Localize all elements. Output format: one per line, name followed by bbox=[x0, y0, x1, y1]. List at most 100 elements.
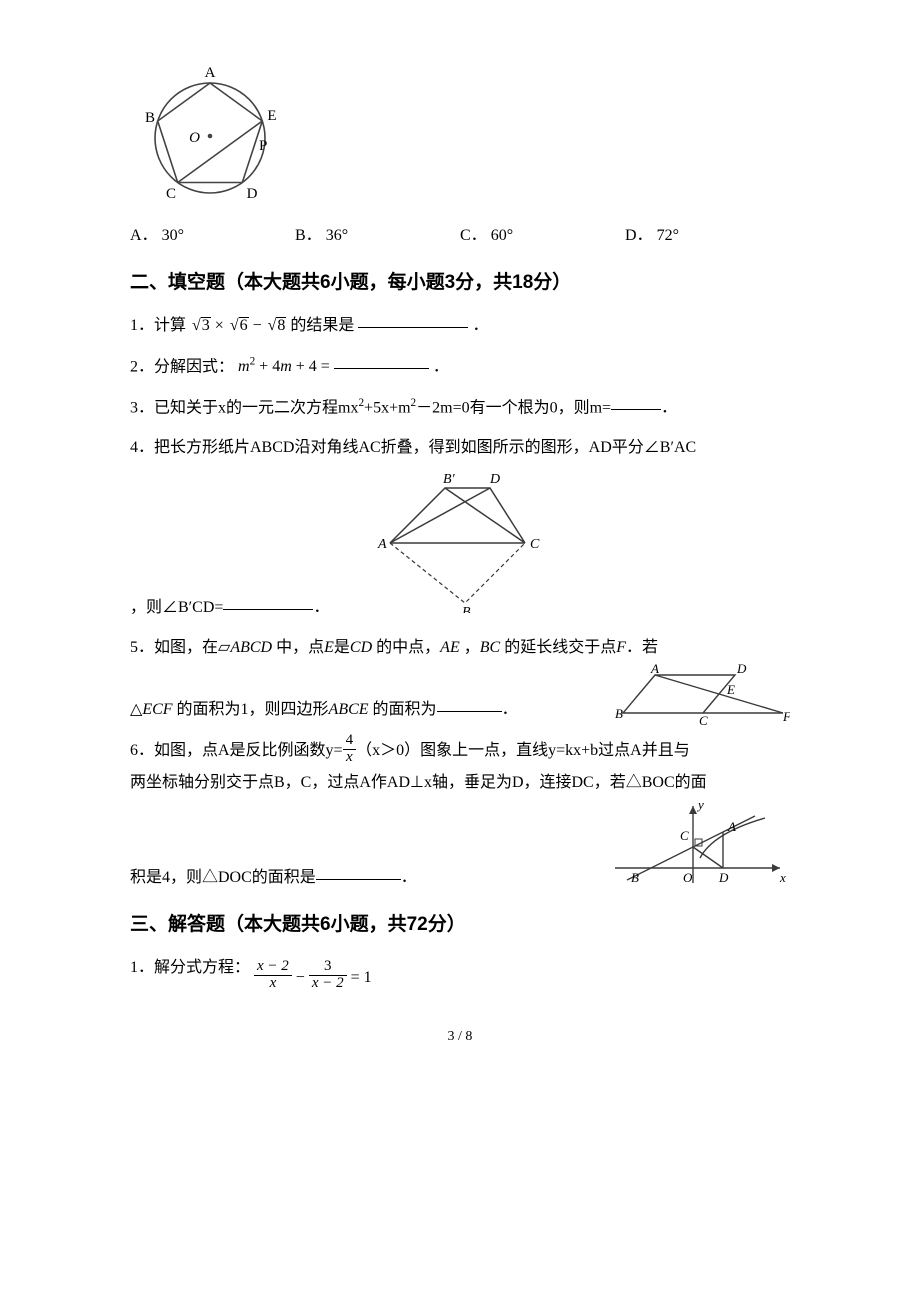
choice-c-label: C． bbox=[460, 227, 487, 244]
svg-text:C: C bbox=[166, 186, 176, 202]
fill-q5: 5．如图，在▱ABCD 中，点E是CD 的中点，AE ，BC 的延长线交于点F．… bbox=[130, 633, 790, 725]
choice-c: C． 60° bbox=[460, 221, 625, 251]
q1-prefix: 1．计算 bbox=[130, 317, 186, 334]
svg-text:B′: B′ bbox=[443, 472, 456, 487]
svg-text:B: B bbox=[145, 110, 155, 126]
svg-text:A: A bbox=[650, 663, 659, 676]
q3-text-b: +5x+m bbox=[364, 399, 411, 416]
q4-svg: B′ D A C B bbox=[360, 468, 560, 613]
q6-line1: 6．如图，点A是反比例函数y=4x（x＞0）图象上一点，直线y=kx+b过点A并… bbox=[130, 735, 790, 768]
q5-period: ． bbox=[502, 701, 518, 718]
q6-num: 4 bbox=[343, 733, 357, 749]
page-footer: 3 / 8 bbox=[130, 1024, 790, 1051]
q1-sqrt-b: 6 bbox=[239, 317, 249, 334]
svg-text:O: O bbox=[683, 870, 693, 885]
q5-t2b: 的面积为1，则四边形 bbox=[177, 701, 329, 718]
svg-text:y: y bbox=[696, 798, 704, 812]
choice-b: B． 36° bbox=[295, 221, 460, 251]
svg-text:D: D bbox=[247, 186, 258, 202]
q5-abcd: ABCD bbox=[230, 639, 272, 656]
fill-q2: 2．分解因式： m2 + 4m + 4 = ． bbox=[130, 352, 790, 383]
q5-comma: ， bbox=[464, 639, 480, 656]
q6-den: x bbox=[343, 749, 357, 766]
q4-line1: 4．把长方形纸片ABCD沿对角线AC折叠，得到如图所示的图形，AD平分∠B′AC bbox=[130, 433, 790, 463]
choice-a-value: 30° bbox=[162, 227, 184, 244]
q5-E: E bbox=[324, 639, 334, 656]
choice-b-value: 36° bbox=[326, 227, 348, 244]
sq1-eq: = 1 bbox=[351, 963, 372, 993]
q2-m2: m bbox=[280, 358, 292, 375]
q6-t3b: ． bbox=[401, 869, 417, 886]
q5-line2: △ECF 的面积为1，则四边形ABCE 的面积为 ． bbox=[130, 675, 605, 725]
q5-t1c: 是 bbox=[334, 639, 350, 656]
choice-a-label: A． bbox=[130, 227, 158, 244]
svg-text:E: E bbox=[267, 108, 276, 124]
svg-text:A: A bbox=[727, 819, 736, 834]
q4-line2b: ． bbox=[313, 599, 329, 616]
q5-t1: 5．如图，在 bbox=[130, 639, 218, 656]
sq1-f2d: x − 2 bbox=[309, 975, 347, 992]
q6-t1a: 6．如图，点A是反比例函数y= bbox=[130, 742, 343, 759]
q2-prefix: 2．分解因式： bbox=[130, 358, 234, 375]
choice-b-label: B． bbox=[295, 227, 322, 244]
section2-title: 二、填空题（本大题共6小题，每小题3分，共18分） bbox=[130, 265, 790, 301]
q6-t3a: 积是4，则△DOC的面积是 bbox=[130, 869, 316, 886]
svg-text:x: x bbox=[779, 870, 786, 885]
q5-t2c: 的面积为 bbox=[373, 701, 437, 718]
q5-t1d: 的中点， bbox=[376, 639, 440, 656]
q2-blank bbox=[334, 353, 429, 369]
solve-q1: 1．解分式方程： x − 2x − 3x − 2 = 1 bbox=[130, 953, 790, 994]
q5-t1e: 的延长线交于点 bbox=[504, 639, 616, 656]
q5-tri: △ bbox=[130, 701, 142, 718]
svg-text:B: B bbox=[615, 706, 623, 721]
choice-row: A． 30° B． 36° C． 60° D． 72° bbox=[130, 221, 790, 251]
pentagon-svg: A B C D E O P bbox=[130, 60, 290, 215]
q5-ABCE: ABCE bbox=[329, 701, 369, 718]
q1-suffix: 的结果是 bbox=[290, 317, 354, 334]
sq1-f1d: x bbox=[254, 975, 292, 992]
svg-text:B: B bbox=[631, 870, 639, 885]
sq1-prefix: 1．解分式方程： bbox=[130, 959, 250, 976]
q6-blank bbox=[316, 864, 401, 880]
q5-line1: 5．如图，在▱ABCD 中，点E是CD 的中点，AE ，BC 的延长线交于点F．… bbox=[130, 633, 790, 663]
choice-a: A． 30° bbox=[130, 221, 295, 251]
fill-q3: 3．已知关于x的一元二次方程mx2+5x+m2－2m=0有一个根为0，则m=． bbox=[130, 393, 790, 424]
q2-mid: + 4 bbox=[255, 358, 280, 375]
svg-text:C: C bbox=[680, 828, 689, 843]
svg-text:C: C bbox=[699, 713, 708, 725]
q5-F: F bbox=[616, 639, 626, 656]
q5-para: ▱ bbox=[218, 639, 230, 656]
page: A B C D E O P A． 30° B． 36° C． 60° D． 72… bbox=[0, 0, 920, 1091]
q1-blank bbox=[358, 312, 468, 328]
svg-text:D: D bbox=[489, 472, 500, 487]
q1-period: ． bbox=[472, 317, 488, 334]
q4-line2a: ，则∠B′CD= bbox=[130, 599, 223, 616]
svg-text:D: D bbox=[736, 663, 747, 676]
fill-q1: 1．计算 3 × 6 − 8 的结果是 ． bbox=[130, 311, 790, 341]
sq1-minus: − bbox=[296, 963, 305, 993]
choice-d: D． 72° bbox=[625, 221, 790, 251]
q5-t1f: ．若 bbox=[626, 639, 658, 656]
choice-c-value: 60° bbox=[491, 227, 513, 244]
q5-BC: BC bbox=[480, 639, 500, 656]
svg-text:D: D bbox=[718, 870, 729, 885]
sq1-f2n: 3 bbox=[309, 959, 347, 975]
svg-text:A: A bbox=[377, 537, 387, 552]
choice-d-value: 72° bbox=[657, 227, 679, 244]
q2-end: + 4 = bbox=[292, 358, 334, 375]
q5-AE: AE bbox=[440, 639, 460, 656]
q2-period: ． bbox=[433, 358, 449, 375]
q5-t1b: 中，点 bbox=[276, 639, 324, 656]
svg-text:F: F bbox=[782, 709, 790, 724]
q3-text-a: 3．已知关于x的一元二次方程mx bbox=[130, 399, 358, 416]
q6-line3: 积是4，则△DOC的面积是 ． bbox=[130, 827, 595, 893]
q3-text-c: －2m=0有一个根为0，则m= bbox=[416, 399, 611, 416]
q5-ECF: ECF bbox=[142, 701, 172, 718]
svg-text:A: A bbox=[205, 65, 216, 81]
fill-q6: 6．如图，点A是反比例函数y=4x（x＞0）图象上一点，直线y=kx+b过点A并… bbox=[130, 735, 790, 893]
fill-q4: 4．把长方形纸片ABCD沿对角线AC折叠，得到如图所示的图形，AD平分∠B′AC… bbox=[130, 433, 790, 623]
section3-title: 三、解答题（本大题共6小题，共72分） bbox=[130, 907, 790, 943]
q2-m1: m bbox=[238, 358, 250, 375]
q6-line2: 两坐标轴分别交于点B，C，过点A作AD⊥x轴，垂足为D，连接DC，若△BOC的面 bbox=[130, 768, 790, 798]
q4-line2: ，则∠B′CD= ． bbox=[130, 593, 790, 623]
